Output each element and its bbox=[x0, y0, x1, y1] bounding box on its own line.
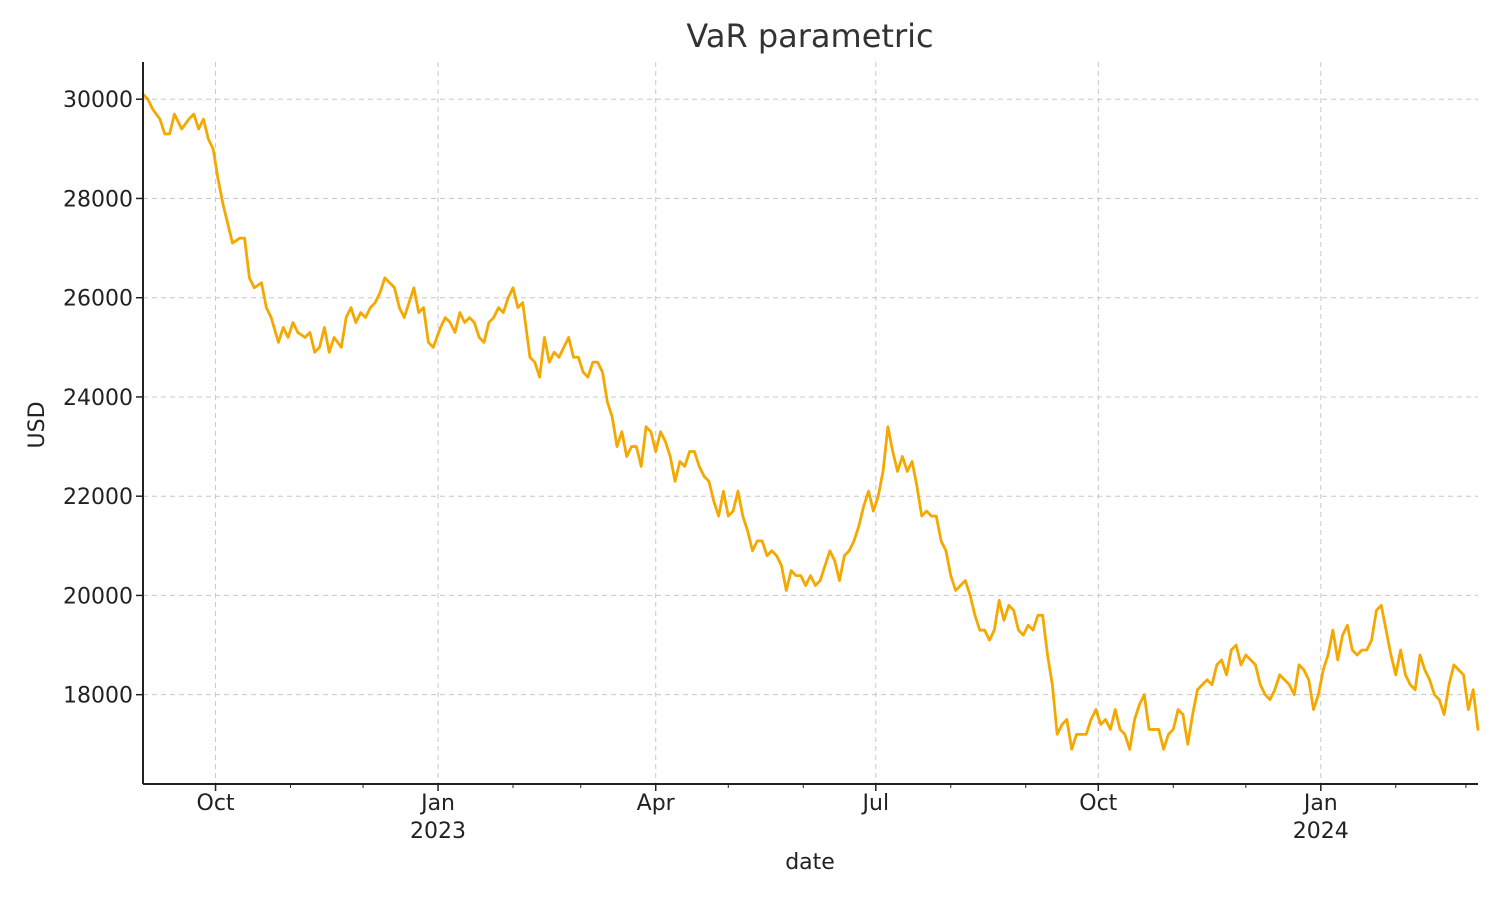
x-tick-year-label: 2024 bbox=[1293, 819, 1349, 844]
x-tick-year-label: 2023 bbox=[410, 819, 466, 844]
ticks: 18000 20000 22000 24000 26000 28000 30000 Oct Ja… bbox=[63, 88, 1467, 844]
chart-title: VaR parametric bbox=[686, 17, 933, 55]
y-tick-label: 26000 bbox=[63, 287, 133, 312]
x-tick-label: Jan bbox=[1302, 791, 1338, 816]
x-tick-label: Jul bbox=[861, 791, 890, 816]
series-layer bbox=[141, 92, 1480, 751]
y-tick-label: 24000 bbox=[63, 386, 133, 411]
x-tick-label: Oct bbox=[197, 791, 235, 816]
y-tick-label: 20000 bbox=[63, 584, 133, 609]
y-tick-label: 28000 bbox=[63, 187, 133, 212]
x-tick-label: Apr bbox=[637, 791, 676, 816]
x-tick-label: Oct bbox=[1079, 791, 1117, 816]
series-line bbox=[141, 92, 1480, 751]
x-axis-label: date bbox=[785, 850, 835, 875]
y-tick-label: 18000 bbox=[63, 684, 133, 709]
y-tick-label: 22000 bbox=[63, 485, 133, 510]
x-tick-label: Jan bbox=[419, 791, 455, 816]
axes bbox=[142, 62, 1478, 785]
y-axis-label: USD bbox=[25, 401, 50, 448]
y-tick-label: 30000 bbox=[63, 88, 133, 113]
grid bbox=[143, 62, 1478, 784]
